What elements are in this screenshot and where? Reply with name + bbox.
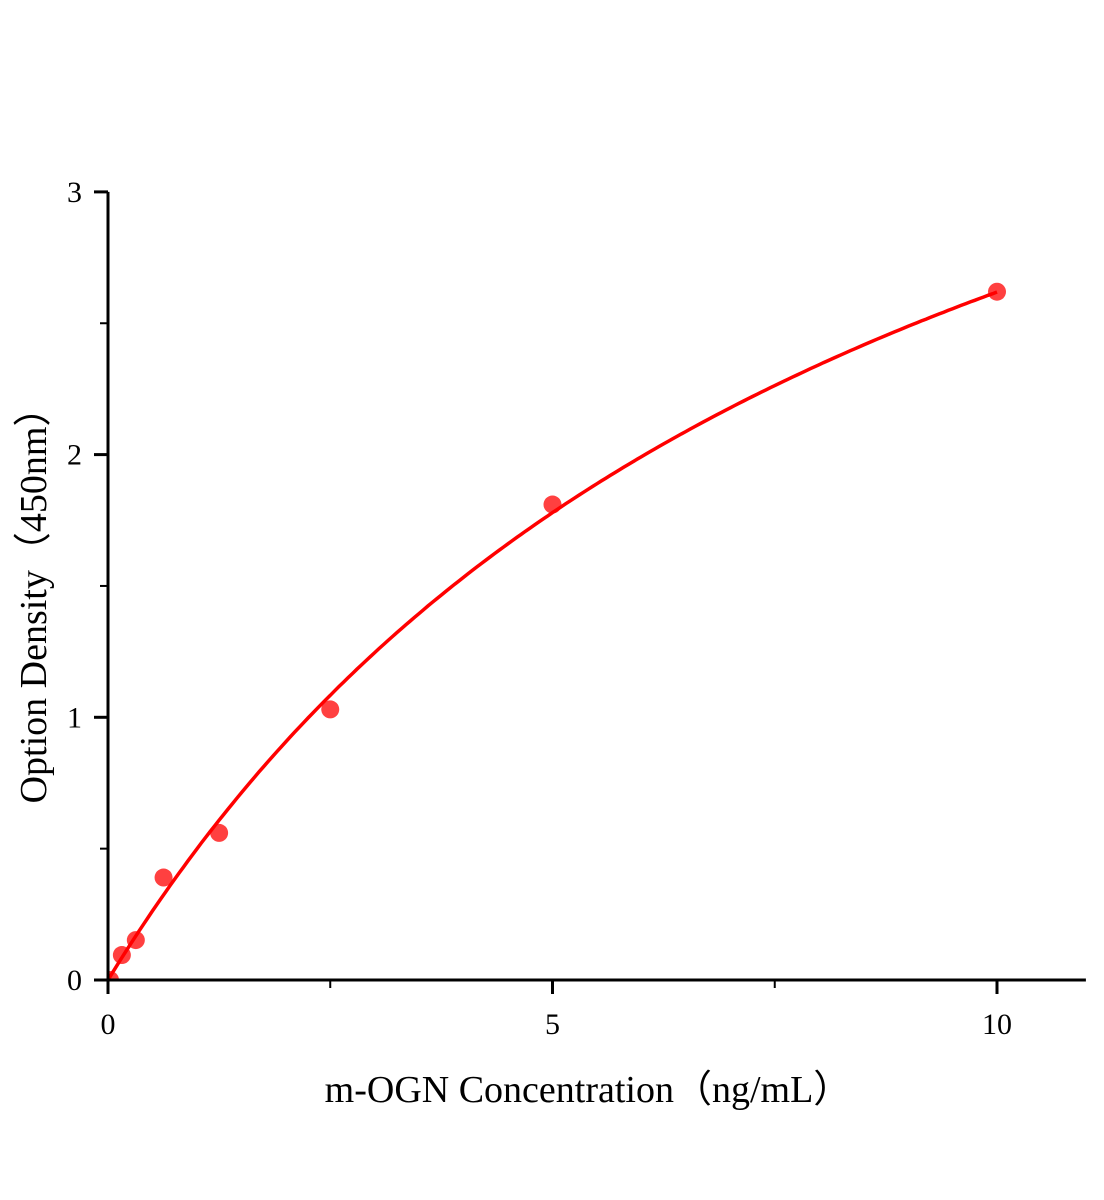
data-point xyxy=(108,971,119,980)
data-point xyxy=(112,946,131,965)
x-tick-label: 0 xyxy=(101,1008,116,1041)
data-point xyxy=(543,495,562,514)
plot-area xyxy=(108,282,1006,980)
data-point xyxy=(126,931,145,950)
y-tick-label: 2 xyxy=(67,439,82,472)
x-tick-label: 10 xyxy=(982,1008,1012,1041)
y-tick-label: 3 xyxy=(67,176,82,209)
x-axis-title: m-OGN Concentration（ng/mL） xyxy=(325,1069,852,1111)
y-axis-title: Option Density（450nm） xyxy=(13,389,55,804)
axes: 0 5 10 0 1 2 3 xyxy=(67,176,1086,1041)
data-point xyxy=(154,868,173,887)
series-group xyxy=(108,282,1006,980)
x-tick-label: 5 xyxy=(545,1008,560,1041)
y-tick-label: 0 xyxy=(67,964,82,997)
data-point xyxy=(988,282,1006,301)
data-point xyxy=(321,700,340,719)
fit-curve xyxy=(108,290,998,980)
data-point xyxy=(210,823,229,842)
y-tick-label: 1 xyxy=(67,701,82,734)
